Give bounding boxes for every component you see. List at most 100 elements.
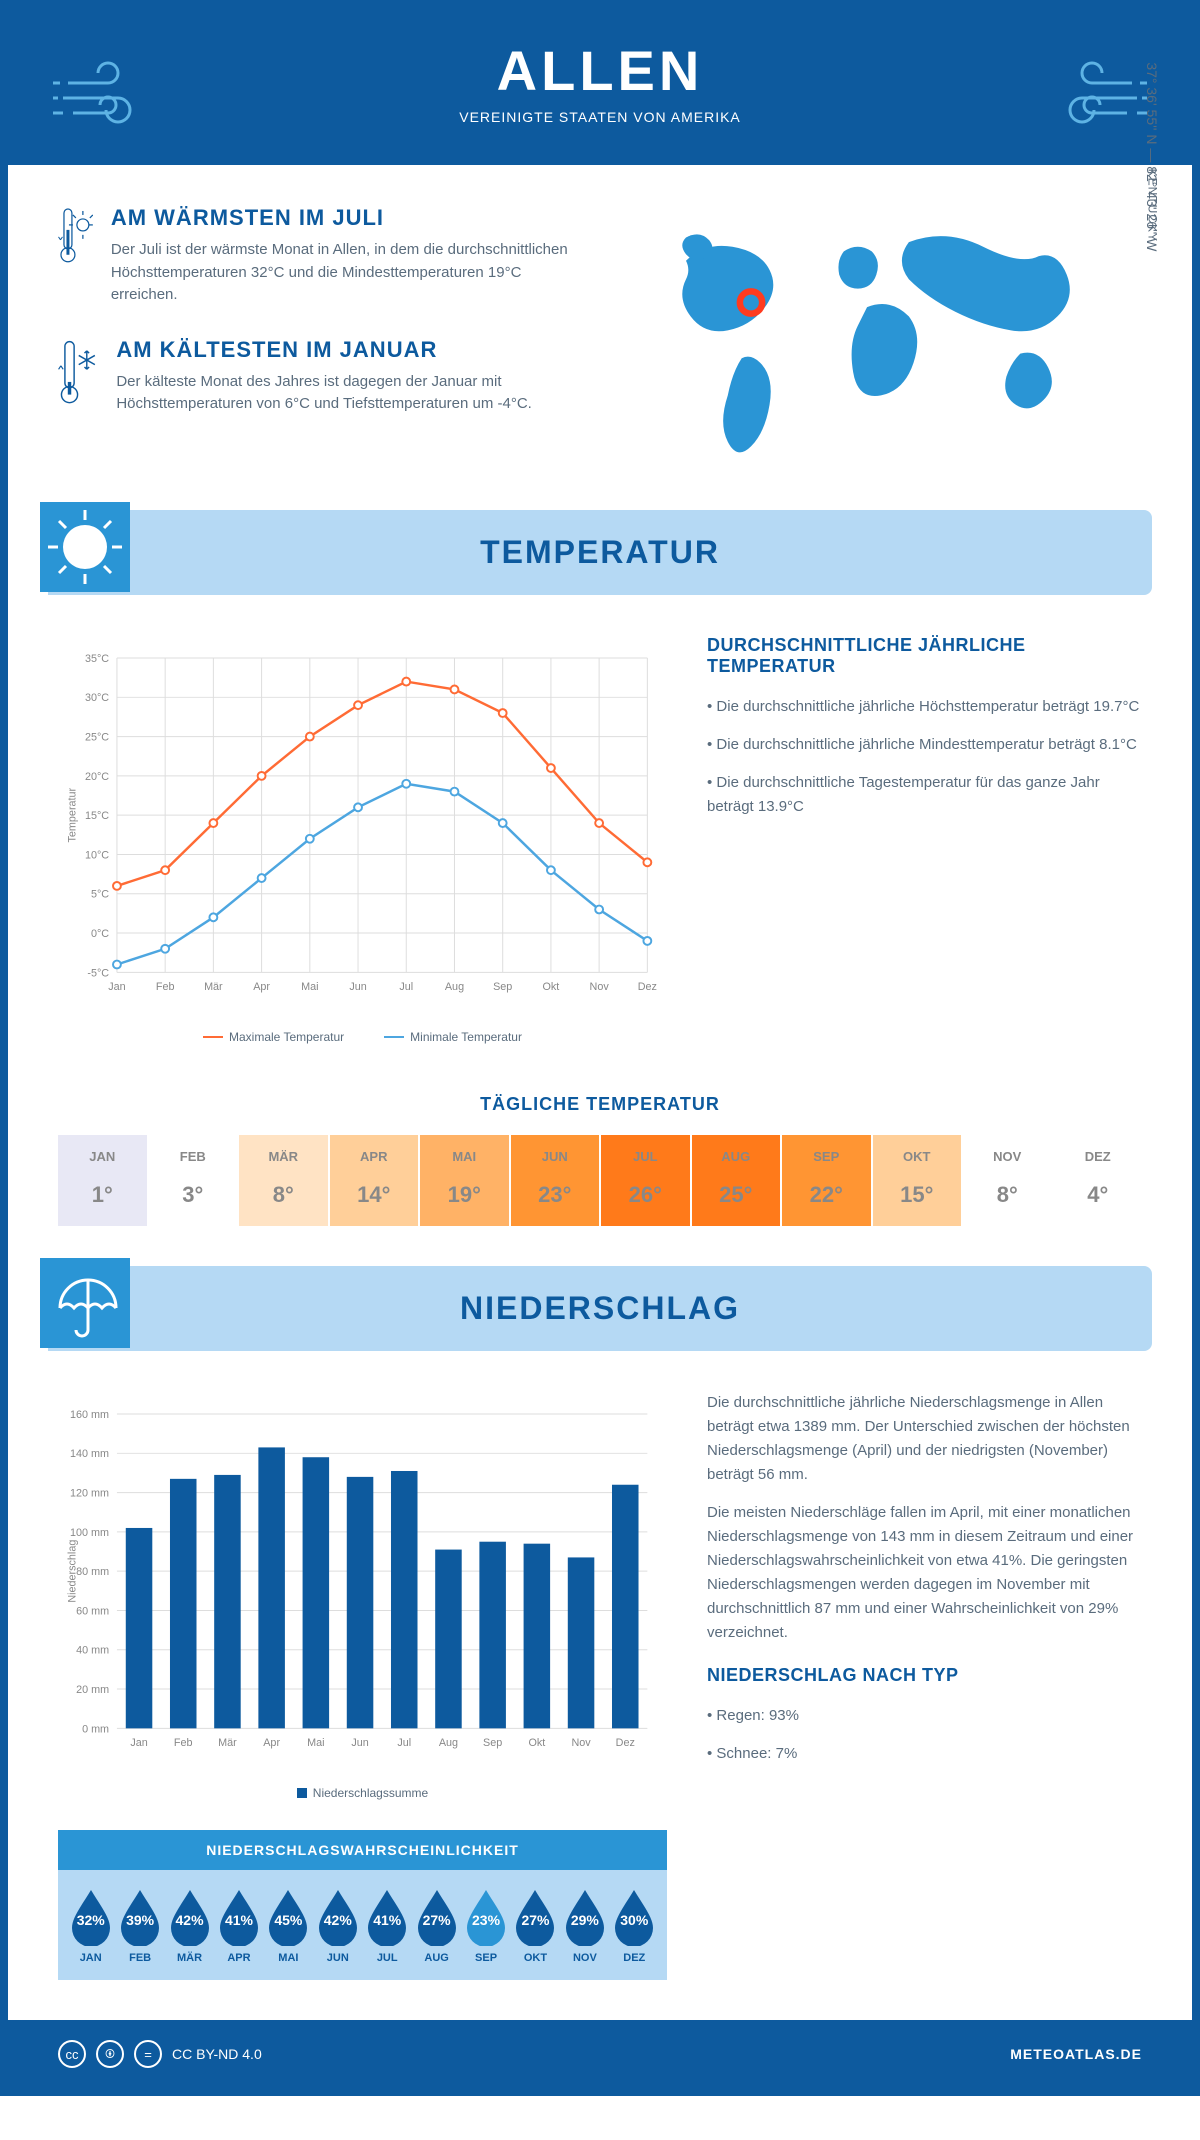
- svg-text:Jan: Jan: [108, 981, 125, 993]
- svg-text:20°C: 20°C: [85, 771, 109, 783]
- fact-text: Der Juli ist der wärmste Monat in Allen,…: [111, 239, 580, 307]
- svg-text:80 mm: 80 mm: [76, 1566, 109, 1578]
- footer: cc 🅯 = CC BY-ND 4.0 METEOATLAS.DE: [8, 2020, 1192, 2088]
- svg-text:20 mm: 20 mm: [76, 1684, 109, 1696]
- svg-text:35°C: 35°C: [85, 653, 109, 665]
- fact-title: AM WÄRMSTEN IM JULI: [111, 205, 580, 231]
- prob-cell: 41%JUL: [363, 1886, 412, 1964]
- svg-text:Sep: Sep: [493, 981, 512, 993]
- svg-text:Mai: Mai: [301, 981, 318, 993]
- svg-text:Aug: Aug: [445, 981, 464, 993]
- svg-text:100 mm: 100 mm: [70, 1527, 109, 1539]
- by-icon: 🅯: [96, 2040, 124, 2068]
- section-precipitation: NIEDERSCHLAG: [48, 1266, 1152, 1351]
- chart-legend: Niederschlagssumme: [58, 1786, 667, 1800]
- svg-text:Mär: Mär: [218, 1737, 237, 1749]
- temp-cell: AUG25°: [692, 1135, 781, 1226]
- svg-text:Apr: Apr: [263, 1737, 280, 1749]
- prob-heading: NIEDERSCHLAGSWAHRSCHEINLICHKEIT: [58, 1830, 667, 1870]
- svg-text:Apr: Apr: [253, 981, 270, 993]
- intro-section: AM WÄRMSTEN IM JULI Der Juli ist der wär…: [8, 165, 1192, 510]
- probability-grid: 32%JAN39%FEB42%MÄR41%APR45%MAI42%JUN41%J…: [58, 1870, 667, 1980]
- svg-text:Nov: Nov: [571, 1737, 591, 1749]
- temp-cell: NOV8°: [963, 1135, 1052, 1226]
- precip-para: Die meisten Niederschläge fallen im Apri…: [707, 1501, 1142, 1645]
- prob-cell: 42%MÄR: [165, 1886, 214, 1964]
- prob-cell: 29%NOV: [560, 1886, 609, 1964]
- svg-text:Temperatur: Temperatur: [67, 787, 79, 842]
- nd-icon: =: [134, 2040, 162, 2068]
- svg-text:Dez: Dez: [638, 981, 657, 993]
- svg-text:Feb: Feb: [174, 1737, 193, 1749]
- cc-icon: cc: [58, 2040, 86, 2068]
- temp-cell: JUN23°: [511, 1135, 600, 1226]
- temp-cell: JUL26°: [601, 1135, 690, 1226]
- svg-text:60 mm: 60 mm: [76, 1605, 109, 1617]
- fact-warmest: AM WÄRMSTEN IM JULI Der Juli ist der wär…: [58, 205, 580, 307]
- svg-text:-5°C: -5°C: [87, 967, 109, 979]
- thermometer-cold-icon: [58, 337, 98, 406]
- prob-cell: 27%AUG: [412, 1886, 461, 1964]
- section-temperature: TEMPERATUR: [48, 510, 1152, 595]
- temp-text-heading: DURCHSCHNITTLICHE JÄHRLICHE TEMPERATUR: [707, 635, 1142, 677]
- sun-icon: [40, 502, 130, 592]
- temperature-line-chart: -5°C0°C5°C10°C15°C20°C25°C30°C35°CJanFeb…: [58, 635, 667, 1015]
- prob-cell: 27%OKT: [511, 1886, 560, 1964]
- daily-heading: TÄGLICHE TEMPERATUR: [58, 1094, 1142, 1115]
- precip-type-heading: NIEDERSCHLAG NACH TYP: [707, 1665, 1142, 1686]
- chart-legend: Maximale Temperatur Minimale Temperatur: [58, 1030, 667, 1044]
- temp-cell: FEB3°: [149, 1135, 238, 1226]
- svg-text:30°C: 30°C: [85, 692, 109, 704]
- precip-para: Die durchschnittliche jährliche Niedersc…: [707, 1391, 1142, 1487]
- svg-text:Niederschlag: Niederschlag: [67, 1540, 79, 1603]
- svg-text:Jul: Jul: [399, 981, 413, 993]
- svg-text:15°C: 15°C: [85, 810, 109, 822]
- thermometer-hot-icon: [58, 205, 93, 265]
- svg-text:0 mm: 0 mm: [82, 1723, 109, 1735]
- svg-text:120 mm: 120 mm: [70, 1488, 109, 1500]
- temp-bullet: Die durchschnittliche jährliche Höchstte…: [707, 695, 1142, 719]
- header: ALLEN VEREINIGTE STAATEN VON AMERIKA: [8, 8, 1192, 165]
- temp-cell: SEP22°: [782, 1135, 871, 1226]
- license-text: CC BY-ND 4.0: [172, 2046, 262, 2062]
- temp-cell: MAI19°: [420, 1135, 509, 1226]
- svg-text:Okt: Okt: [543, 981, 560, 993]
- section-heading: TEMPERATUR: [88, 534, 1112, 571]
- svg-text:Sep: Sep: [483, 1737, 502, 1749]
- svg-text:25°C: 25°C: [85, 732, 109, 744]
- section-heading: NIEDERSCHLAG: [88, 1290, 1112, 1327]
- svg-text:Mai: Mai: [307, 1737, 324, 1749]
- fact-text: Der kälteste Monat des Jahres ist dagege…: [116, 371, 580, 416]
- svg-text:Mär: Mär: [204, 981, 223, 993]
- temp-bullet: Die durchschnittliche Tagestemperatur fü…: [707, 771, 1142, 819]
- wind-icon: [48, 58, 158, 138]
- prob-cell: 32%JAN: [66, 1886, 115, 1964]
- precip-type: Regen: 93%: [707, 1704, 1142, 1728]
- svg-text:160 mm: 160 mm: [70, 1409, 109, 1421]
- precip-type: Schnee: 7%: [707, 1742, 1142, 1766]
- svg-text:140 mm: 140 mm: [70, 1448, 109, 1460]
- temp-cell: MÄR8°: [239, 1135, 328, 1226]
- wind-icon: [1042, 58, 1152, 138]
- prob-cell: 45%MAI: [264, 1886, 313, 1964]
- svg-text:0°C: 0°C: [91, 928, 109, 940]
- svg-text:40 mm: 40 mm: [76, 1645, 109, 1657]
- temp-cell: JAN1°: [58, 1135, 147, 1226]
- svg-text:Okt: Okt: [528, 1737, 545, 1749]
- fact-coldest: AM KÄLTESTEN IM JANUAR Der kälteste Mona…: [58, 337, 580, 416]
- svg-text:Jul: Jul: [397, 1737, 411, 1749]
- prob-cell: 41%APR: [214, 1886, 263, 1964]
- temp-cell: DEZ4°: [1054, 1135, 1143, 1226]
- temp-bullet: Die durchschnittliche jährliche Mindestt…: [707, 733, 1142, 757]
- svg-text:Dez: Dez: [616, 1737, 635, 1749]
- prob-cell: 23%SEP: [461, 1886, 510, 1964]
- svg-text:Jun: Jun: [351, 1737, 368, 1749]
- svg-text:Jan: Jan: [130, 1737, 147, 1749]
- fact-title: AM KÄLTESTEN IM JANUAR: [116, 337, 580, 363]
- daily-temperature: TÄGLICHE TEMPERATUR JAN1°FEB3°MÄR8°APR14…: [58, 1094, 1142, 1226]
- temp-cell: OKT15°: [873, 1135, 962, 1226]
- prob-cell: 42%JUN: [313, 1886, 362, 1964]
- svg-text:Jun: Jun: [349, 981, 366, 993]
- site-name: METEOATLAS.DE: [1010, 2046, 1142, 2062]
- temp-cell: APR14°: [330, 1135, 419, 1226]
